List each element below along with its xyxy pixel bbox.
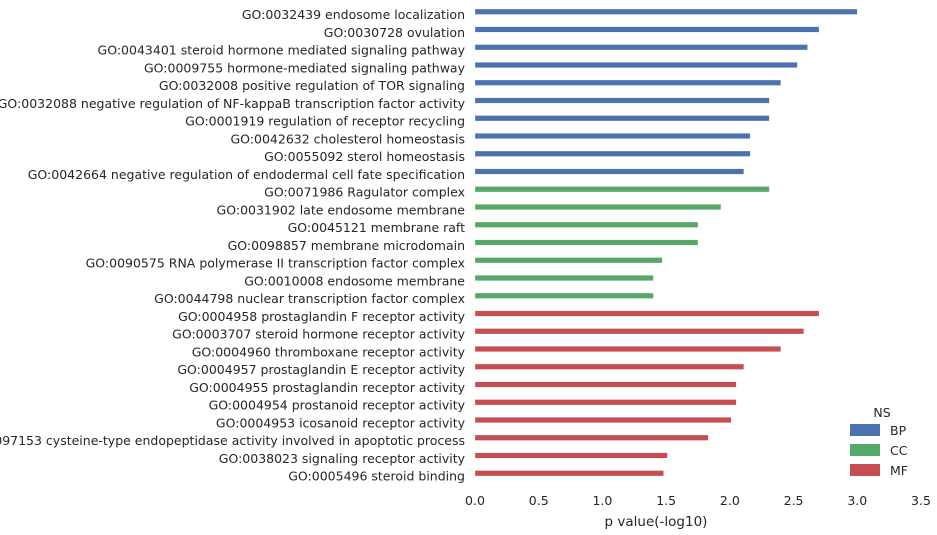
- bar-cc: [474, 204, 722, 210]
- category-label: GO:0032088 negative regulation of NF-kap…: [0, 96, 466, 111]
- category-label: GO:0004957 prostaglandin E receptor acti…: [177, 362, 465, 377]
- x-tick-label: 1.5: [656, 493, 676, 508]
- bar-bp: [474, 26, 820, 33]
- category-label: GO:0004954 prostanoid receptor activity: [209, 398, 466, 413]
- bar-mf: [474, 381, 737, 388]
- category-label: GO:0003707 steroid hormone receptor acti…: [172, 327, 465, 342]
- category-label: GO:0010008 endosome membrane: [244, 273, 465, 288]
- category-label: GO:0045121 membrane raft: [288, 220, 466, 235]
- bar-mf: [474, 434, 709, 441]
- x-tick-label: 2.0: [720, 493, 740, 508]
- x-tick-label: 0.5: [529, 493, 549, 508]
- bar-cc: [474, 275, 654, 281]
- category-label: GO:0098857 membrane microdomain: [228, 238, 465, 253]
- x-tick-label: 3.0: [847, 493, 867, 508]
- x-tick-label: 1.0: [592, 493, 612, 508]
- category-label: GO:0032008 positive regulation of TOR si…: [159, 78, 465, 93]
- bar-bp: [474, 168, 745, 175]
- legend-label: CC: [890, 443, 908, 458]
- bar-mf: [474, 399, 737, 406]
- legend-swatch-mf: [850, 464, 880, 476]
- category-label: GO:0001919 regulation of receptor recycl…: [185, 114, 465, 129]
- bar-mf: [474, 470, 664, 477]
- x-tick-label: 0.0: [465, 493, 485, 508]
- category-labels: GO:0032439 endosome localization GO:00307…: [0, 7, 466, 484]
- bar-bp: [474, 133, 751, 139]
- bar-mf: [474, 417, 732, 423]
- legend-label: BP: [890, 423, 907, 438]
- legend-swatch-cc: [850, 444, 880, 456]
- category-label: GO:0004955 prostaglandin receptor activi…: [189, 380, 465, 395]
- x-tick-label: 3.5: [911, 493, 931, 508]
- bar-bp: [474, 44, 808, 51]
- bar-bp: [474, 115, 770, 122]
- category-label: GO:0042664 negative regulation of endode…: [28, 167, 465, 182]
- category-label: GO:0090575 RNA polymerase II transcripti…: [86, 256, 465, 271]
- bar-mf: [474, 346, 781, 352]
- legend-label: MF: [890, 463, 908, 478]
- category-label: GO:0031902 late endosome membrane: [217, 202, 466, 217]
- category-label: GO:0030728 ovulation: [324, 25, 465, 40]
- category-label: GO:0004958 prostaglandin F receptor acti…: [178, 309, 466, 324]
- x-axis-title: p value(-log10): [605, 514, 708, 530]
- x-tick-label: 2.5: [784, 493, 804, 508]
- bar-bp: [474, 62, 798, 68]
- legend-title: NS: [873, 405, 890, 420]
- bar-cc: [474, 186, 770, 193]
- bar-cc: [474, 221, 699, 228]
- category-label: GO:0097153 cysteine-type endopeptidase a…: [0, 433, 465, 448]
- category-label: GO:0044798 nuclear transcription factor …: [154, 291, 465, 306]
- bar-mf: [474, 328, 804, 335]
- category-label: GO:0055092 sterol homeostasis: [264, 149, 465, 164]
- bar-mf: [474, 310, 820, 317]
- category-label: GO:0042632 cholesterol homeostasis: [231, 131, 466, 146]
- bar-bp: [474, 97, 770, 104]
- category-label: GO:0009755 hormone-mediated signaling pa…: [144, 60, 466, 75]
- category-label: GO:0004953 icosanoid receptor activity: [216, 415, 466, 430]
- category-label: GO:0032439 endosome localization: [242, 7, 465, 22]
- category-label: GO:0038023 signaling receptor activity: [219, 451, 466, 466]
- bar-bp: [474, 79, 781, 86]
- category-label: GO:0071986 Ragulator complex: [264, 185, 465, 200]
- bar-cc: [474, 292, 654, 299]
- bar-bp: [474, 150, 751, 157]
- bar-mf: [474, 363, 745, 370]
- x-axis: 0.0 0.5 1.0 1.5 2.0 2.5 3.0 3.5: [465, 493, 931, 508]
- bar-cc: [474, 239, 699, 246]
- legend: NS BP CC MF: [850, 405, 908, 478]
- bar-cc: [474, 257, 663, 264]
- legend-swatch-bp: [850, 424, 880, 436]
- category-label: GO:0004960 thromboxane receptor activity: [192, 344, 466, 359]
- category-label: GO:0043401 steroid hormone mediated sign…: [98, 43, 466, 58]
- bar-mf: [474, 452, 668, 459]
- category-label: GO:0005496 steroid binding: [288, 469, 465, 484]
- bars-layer: [474, 8, 858, 477]
- bar-bp: [474, 8, 858, 15]
